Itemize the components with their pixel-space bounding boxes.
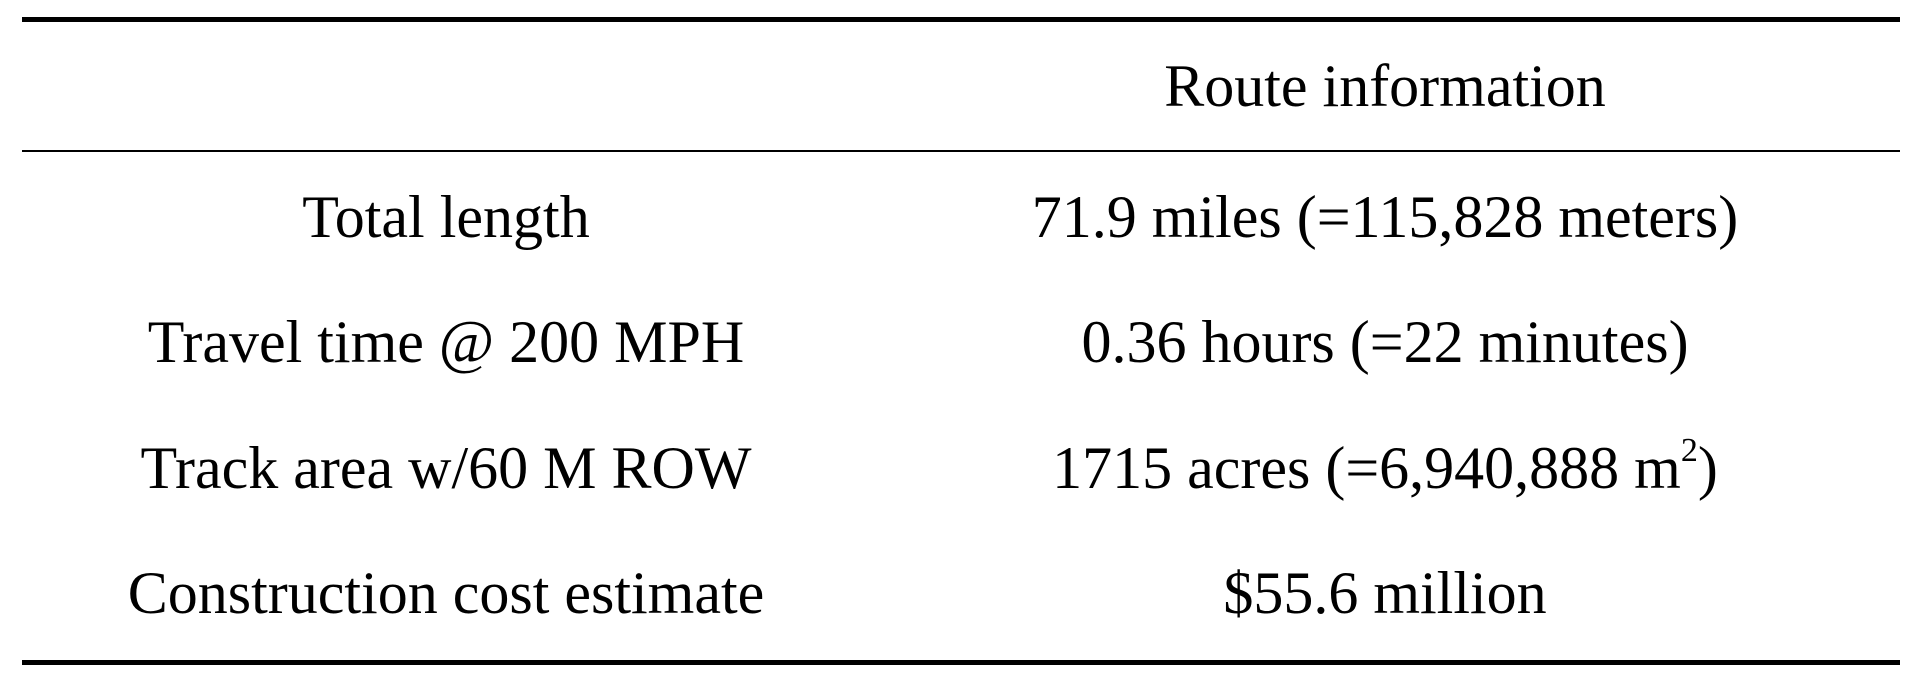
table-top-rule — [22, 17, 1900, 22]
row-label-track-area: Track area w/60 M ROW — [140, 435, 752, 501]
track-area-superscript: 2 — [1680, 432, 1698, 469]
row-value-track-area: 1715 acres (=6,940,888 m2) — [870, 432, 1900, 504]
table-bottom-rule — [22, 660, 1900, 665]
row-value-construction-cost: $55.6 million — [1223, 560, 1547, 626]
track-area-value-close: ) — [1697, 435, 1718, 501]
header-route-information: Route information — [1164, 53, 1606, 119]
row-label-total-length: Total length — [302, 184, 590, 250]
track-area-value-main: 1715 acres (=6,940,888 m — [1052, 435, 1681, 501]
row-value-travel-time: 0.36 hours (=22 minutes) — [1081, 309, 1689, 375]
row-label-travel-time: Travel time @ 200 MPH — [147, 309, 745, 375]
table-header-rule — [22, 150, 1900, 152]
row-label-construction-cost: Construction cost estimate — [127, 560, 765, 626]
row-value-total-length: 71.9 miles (=115,828 meters) — [1031, 184, 1739, 250]
route-information-table: Route information Total length 71.9 mile… — [22, 0, 1900, 682]
